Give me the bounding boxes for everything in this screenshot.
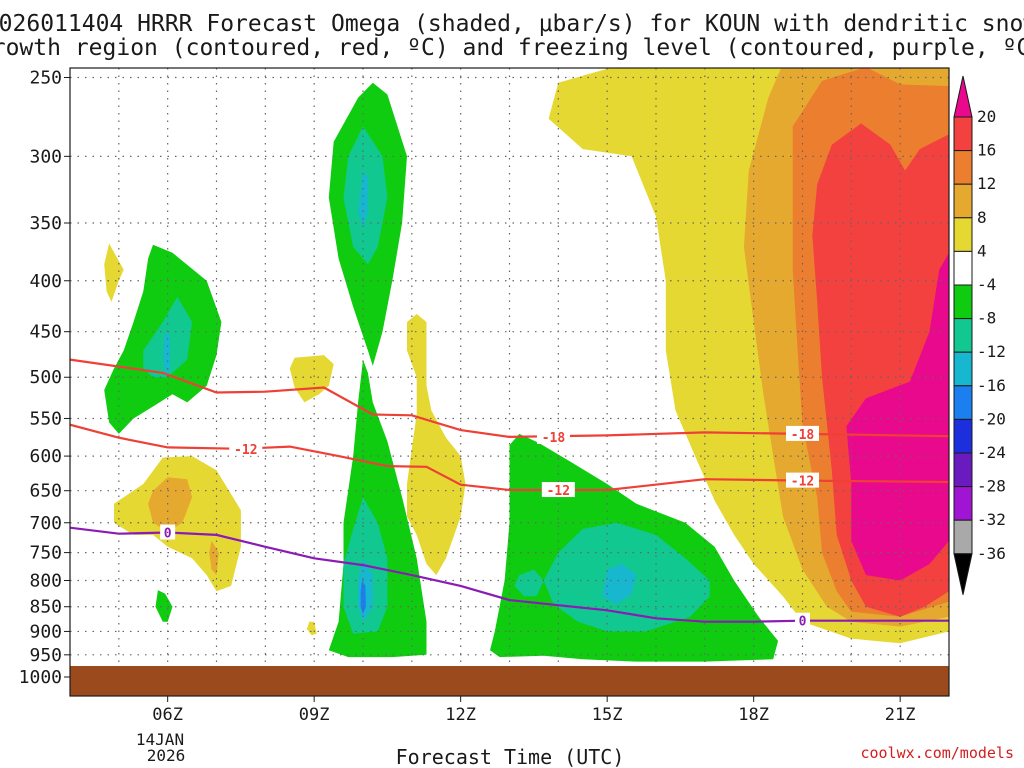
colorbar-label: -12 (977, 342, 1006, 361)
plot-clip-group: -18 -18 -12 -12 -12 0 0 (70, 68, 949, 696)
website-credit: coolwx.com/models (860, 744, 1014, 762)
contour--18 (70, 358, 949, 439)
colorbar-label: -8 (977, 309, 996, 328)
x-axis-date-line-1: 14JAN (136, 730, 184, 749)
omega-shade--8-to--4 (155, 590, 173, 622)
omega-shade-4-to-8 (407, 314, 466, 576)
colorbar-bottom-triangle (953, 553, 973, 595)
contour-label-bg (795, 612, 810, 628)
colorbar-label: -32 (977, 510, 1006, 529)
chart-title-line-2: growth region (contoured, red, ºC) and f… (0, 35, 1024, 61)
contour-label-bg (536, 428, 570, 444)
colorbar-label: -28 (977, 477, 1006, 496)
colorbar-label: -20 (977, 409, 1006, 428)
ground-surface (70, 666, 949, 696)
y-tick-label: 900 (29, 621, 62, 642)
contour-label-bg (786, 425, 819, 441)
y-tick-label: 950 (29, 645, 62, 666)
colorbar-label: 8 (977, 208, 987, 227)
colorbar-swatch (953, 486, 973, 521)
contour-label--18: -18 (542, 431, 566, 446)
plot-area: -18 -18 -12 -12 -12 0 0 (69, 67, 950, 697)
colorbar-swatch (953, 250, 973, 286)
omega-shade--16-to--12 (162, 331, 171, 378)
contour-label--18: -18 (791, 428, 815, 443)
colorbar-swatch (953, 519, 973, 555)
colorbar-swatch (953, 183, 973, 219)
colorbar-label: -36 (977, 544, 1006, 563)
colorbar-label: -16 (977, 376, 1006, 395)
y-tick-label: 650 (29, 481, 62, 502)
x-tick-label: 09Z (299, 705, 330, 725)
y-tick-label: 400 (29, 271, 62, 292)
colorbar-top-triangle (953, 75, 973, 118)
colorbar-swatch (953, 418, 973, 454)
contour-label-bg (229, 440, 263, 456)
colorbar-label: 4 (977, 241, 987, 260)
y-tick-label: 450 (29, 322, 62, 343)
omega-shade--16-to--12 (358, 170, 368, 230)
colorbar-label: -24 (977, 443, 1006, 462)
contour-label--12: -12 (791, 475, 814, 490)
x-axis-date-line-2: 2026 (147, 746, 186, 765)
colorbar-label: -4 (977, 275, 996, 294)
omega-shade-8-to-12 (148, 477, 193, 532)
colorbar-legend: 20 16 12 8 4 -4 -8 -12 -16 -20 -24 -28 -32 -36 (953, 75, 1006, 595)
omega-shade-16-to-20 (846, 197, 876, 250)
omega-shade--12-to--8 (514, 569, 544, 597)
x-tick-label: 15Z (592, 705, 623, 725)
chart-title-line-1: 2026011404 HRRR Forecast Omega (shaded, … (0, 11, 1024, 37)
contour-label-0: 0 (799, 615, 807, 630)
contour-label-bg (541, 482, 575, 498)
contour-label--12: -12 (234, 443, 257, 458)
contour-label-bg (160, 524, 176, 540)
y-tick-label: 1000 (19, 667, 62, 688)
plot-frame (69, 67, 950, 697)
y-tick-label: 700 (29, 513, 62, 534)
x-tick-label: 12Z (445, 705, 476, 725)
omega-shade-4-to-8 (289, 355, 334, 403)
contour--12 (70, 423, 949, 492)
y-tick-label: 750 (29, 543, 62, 564)
y-tick-label: 600 (29, 446, 62, 467)
colorbar-swatch (953, 385, 973, 420)
contour-label--12: -12 (547, 484, 570, 499)
x-tick-label: 21Z (885, 705, 916, 725)
colorbar-label: 12 (977, 174, 996, 193)
y-tick-label: 800 (29, 571, 62, 592)
axes: 14JAN 2026 Forecast Time (UTC) coolwx.co… (19, 67, 1014, 768)
colorbar-swatch (953, 318, 973, 353)
omega-shade-4-to-8 (104, 243, 124, 302)
y-tick-label: 300 (29, 146, 62, 167)
colorbar-label: 16 (977, 141, 996, 160)
contour-0 (70, 526, 949, 623)
y-tick-label: 550 (29, 408, 62, 429)
colorbar-swatch (953, 150, 973, 185)
y-tick-label: 500 (29, 367, 62, 388)
colorbar-label: 20 (977, 107, 996, 126)
contour-label-0: 0 (164, 527, 172, 542)
colorbar-swatch (953, 217, 973, 252)
y-tick-label: 250 (29, 67, 62, 88)
y-tick-label: 350 (29, 213, 62, 234)
omega-shade--16-to--12 (602, 564, 637, 605)
x-axis-label: Forecast Time (UTC) (396, 745, 625, 768)
y-tick-label: 850 (29, 597, 62, 618)
colorbar-swatch (953, 452, 973, 488)
x-tick-label: 06Z (152, 705, 183, 725)
omega-shade-4-to-8 (306, 621, 317, 636)
omega-shade-above-20 (846, 252, 949, 581)
colorbar-swatch (953, 284, 973, 320)
colorbar-swatch (953, 116, 973, 152)
colorbar-swatch (953, 351, 973, 387)
contour-label-bg (786, 472, 819, 488)
x-tick-label: 18Z (738, 705, 769, 725)
omega-shade--20-to--16 (360, 580, 366, 615)
